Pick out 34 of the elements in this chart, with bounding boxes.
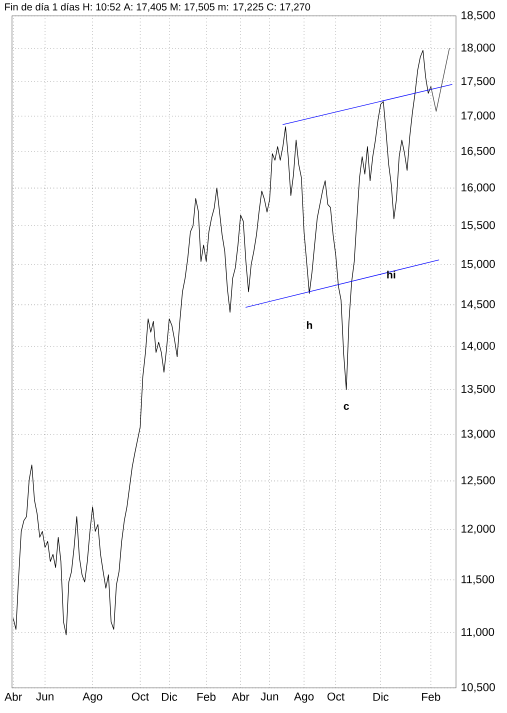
y-tick-label: 10,500 <box>462 683 495 693</box>
x-tick-label: Abr <box>4 692 22 701</box>
y-tick-label: 14,000 <box>462 342 495 352</box>
x-tick-label: Feb <box>197 692 216 701</box>
y-tick-label: 16,500 <box>462 146 495 156</box>
y-tick-label: 18,500 <box>462 11 495 21</box>
x-tick-label: Dic <box>162 692 178 701</box>
y-tick-label: 14,500 <box>462 300 495 310</box>
x-tick-label: Abr <box>232 692 250 701</box>
y-tick-label: 15,500 <box>462 221 495 230</box>
x-tick-label: Ago <box>294 692 314 703</box>
y-tick-label: 18,000 <box>462 44 495 53</box>
x-tick-label: Dic <box>373 692 389 701</box>
x-tick-label: Oct <box>327 692 344 701</box>
y-tick-label: 11,000 <box>462 628 494 638</box>
annotation: hi <box>387 270 396 278</box>
x-tick-label: Ago <box>82 692 102 703</box>
y-tick-label: 11,500 <box>462 575 494 585</box>
y-tick-label: 13,000 <box>462 430 495 440</box>
x-tick-label: Feb <box>422 692 440 701</box>
y-tick-label: 16,000 <box>462 183 495 193</box>
y-tick-label: 12,500 <box>462 476 495 486</box>
y-tick-label: 17,500 <box>462 77 495 86</box>
chart-title: Fin de día 1 días H: 10:52 A: 17,405 M: 17,505 m: 17,225 C: 17,270 <box>5 2 310 12</box>
x-tick-label: Oct <box>132 692 149 701</box>
annotation: h <box>306 321 312 329</box>
line-series <box>12 50 432 636</box>
x-tick-label: Jun <box>36 692 54 700</box>
y-tick-label: 12,000 <box>462 524 495 534</box>
y-tick-label: 17,000 <box>462 111 495 121</box>
y-tick-label: 13,500 <box>462 384 495 394</box>
y-tick-label: 15,000 <box>462 260 495 270</box>
x-tick-label: Jun <box>260 692 278 700</box>
annotation: c <box>344 404 349 410</box>
